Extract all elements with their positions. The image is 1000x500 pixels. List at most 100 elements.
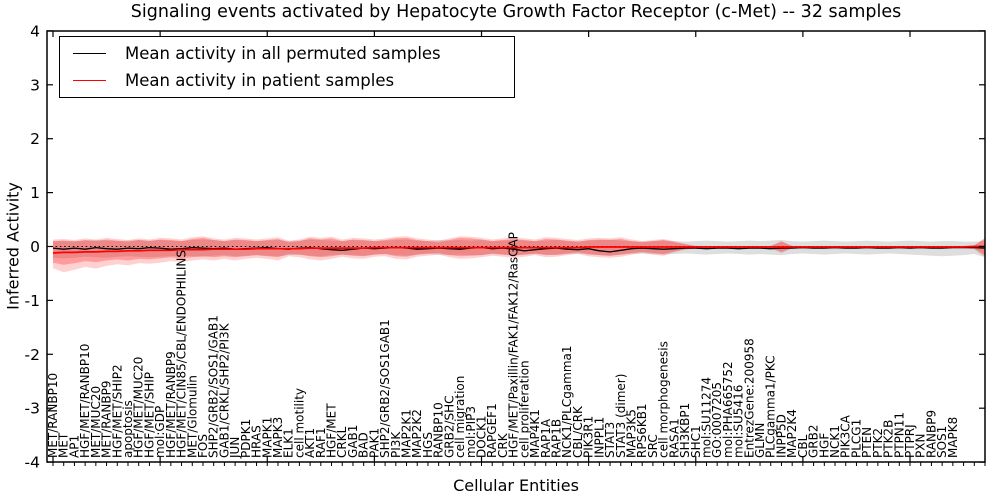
x-tick-label: RANBP10	[432, 402, 446, 458]
band-permuted-range	[53, 239, 985, 259]
x-tick-label: MAPK1	[260, 417, 274, 458]
x-tick-label: MAPK3	[271, 417, 285, 458]
x-tick-label: CRKL	[335, 426, 349, 458]
x-tick-label: CBL	[796, 434, 810, 458]
y-tick-label: -2	[25, 346, 40, 364]
x-tick-label: PXN	[914, 434, 928, 458]
x-tick-label: JUN	[228, 437, 242, 459]
x-tick-label: EntrezGene:200958	[742, 338, 756, 458]
x-tick-label: NCK1/PLCgamma1	[560, 345, 574, 458]
x-tick-label: MAP4K1	[528, 409, 542, 458]
x-tick-label: PLCgamma1/PKC	[764, 355, 778, 458]
x-tick-label: GAB1	[346, 425, 360, 458]
x-tick-label: cell proliferation	[517, 360, 531, 458]
x-tick-label: RAP1B	[550, 419, 564, 458]
band-patient-range-inner	[53, 237, 985, 265]
x-tick-label: AKT1	[303, 428, 317, 458]
x-tick-label: cell migration	[453, 376, 467, 458]
x-tick-label: RAPGEF1	[485, 403, 499, 458]
y-axis-title: Inferred Activity	[3, 182, 23, 310]
x-tick-label: MET/RANBP10	[46, 373, 60, 458]
x-tick-label: PTPRJ	[903, 424, 917, 458]
x-tick-label: CBL/CRK	[571, 405, 585, 458]
x-tick-label: NCK1	[828, 425, 842, 458]
x-tick-label: AP1	[67, 435, 81, 458]
legend-line-red-icon	[73, 79, 106, 81]
x-tick-label: HGF/MET/CIN85/CBL/ENDOPHILINS	[175, 250, 189, 458]
x-tick-label: MAP2K2	[410, 409, 424, 458]
x-tick-label: HGF/MET/Paxillin/FAK1/FAK12/RasGAP	[507, 232, 521, 458]
x-tick-label: INPPL1	[592, 417, 606, 458]
x-tick-label: PTPN11	[892, 412, 906, 458]
x-tick-label: MAPK8	[946, 417, 960, 458]
x-tick-label: PDPK1	[239, 419, 253, 458]
x-tick-label: FOS	[196, 434, 210, 458]
y-tick-label: -3	[25, 400, 40, 418]
x-tick-label: PTEN	[860, 427, 874, 458]
legend-item-permuted: Mean activity in all permuted samples	[73, 44, 514, 63]
x-tick-label: ELK1	[282, 428, 296, 458]
x-tick-label: cell morphogenesis	[657, 341, 671, 458]
x-tick-label: PIK3R1	[582, 416, 596, 458]
x-tick-label: MAP2K1	[400, 409, 414, 458]
x-tick-label: mol:SU11274	[700, 377, 714, 458]
x-tick-label: apoptosis	[121, 400, 135, 458]
x-tick-label: mol:GDP	[153, 406, 167, 458]
y-tick-label: 2	[30, 130, 40, 148]
x-tick-label: RASA1	[667, 418, 681, 458]
x-tick-label: RANBP9	[924, 410, 938, 458]
x-tick-label: HRAS	[250, 425, 264, 458]
x-tick-label: MET	[57, 432, 71, 458]
x-tick-label: HGF/MET/RANBP9	[164, 351, 178, 458]
x-tick-label: HGF/MET/SHIP2	[110, 364, 124, 458]
y-tick-label: -1	[25, 292, 40, 310]
x-axis-title: Cellular Entities	[453, 476, 579, 495]
patient-mean-line	[52, 245, 985, 254]
x-tick-label: PAK1	[367, 428, 381, 458]
x-tick-label: GAB1/CRKL/SHP2/PI3K	[217, 322, 231, 458]
legend-label-permuted: Mean activity in all permuted samples	[125, 44, 441, 64]
x-tick-label: HGF/MET/RANBP10	[78, 344, 92, 458]
y-tick-label: -4	[25, 454, 40, 472]
legend: Mean activity in all permuted samples Me…	[59, 36, 515, 98]
x-tick-label: mol:SU5416	[732, 385, 746, 458]
x-tick-label: GRB2	[807, 424, 821, 458]
x-tick-label: INPP5D	[775, 414, 789, 458]
legend-label-patient: Mean activity in patient samples	[125, 70, 395, 90]
x-tick-label: mol:PHA665752	[721, 361, 735, 458]
x-tick-label: MET/RANBP9	[100, 381, 114, 458]
x-tick-label: MAP3K5	[625, 409, 639, 458]
legend-line-black-icon	[73, 53, 106, 55]
x-tick-label: HGF	[817, 433, 831, 458]
band-patient-range-outer	[53, 236, 985, 273]
x-tick-label: HGF/MET/SHIP	[142, 372, 156, 458]
x-tick-label: cell motility	[292, 388, 306, 458]
x-tick-label: HGS	[421, 432, 435, 458]
x-tick-label: GLMN	[753, 423, 767, 458]
x-tick-label: STAT3	[603, 422, 617, 458]
x-tick-label: PI3K	[389, 431, 403, 458]
x-tick-label: HGF/MET	[325, 403, 339, 458]
x-tick-label: RAP1A	[539, 418, 553, 458]
x-tick-label: SOS1	[935, 426, 949, 458]
x-tick-label: SH3KBP1	[678, 403, 692, 458]
x-tick-label: PIK3CA	[839, 414, 853, 458]
x-tick-label: MET/Glomulin	[185, 375, 199, 458]
x-tick-label: PTK2B	[882, 420, 896, 458]
x-tick-label: RPS6KB1	[635, 403, 649, 458]
x-tick-label: GO:0007205	[710, 382, 724, 458]
x-tick-label: STAT3 (dimer)	[614, 374, 628, 458]
x-tick-label: DOCK1	[475, 415, 489, 458]
legend-item-patient: Mean activity in patient samples	[73, 71, 514, 90]
x-tick-label: PLCG1	[849, 419, 863, 458]
x-tick-label: BAD	[357, 432, 371, 458]
x-tick-label: SHC1	[689, 425, 703, 458]
y-tick-label: 3	[30, 76, 40, 94]
chart-title: Signaling events activated by Hepatocyte…	[130, 2, 902, 22]
y-tick-label: 0	[30, 238, 40, 256]
x-tick-label: GRB2/SHC	[442, 395, 456, 458]
x-tick-label: CRK	[496, 432, 510, 458]
x-tick-label: SHP2/GRB2/SOS1GAB1	[378, 319, 392, 458]
